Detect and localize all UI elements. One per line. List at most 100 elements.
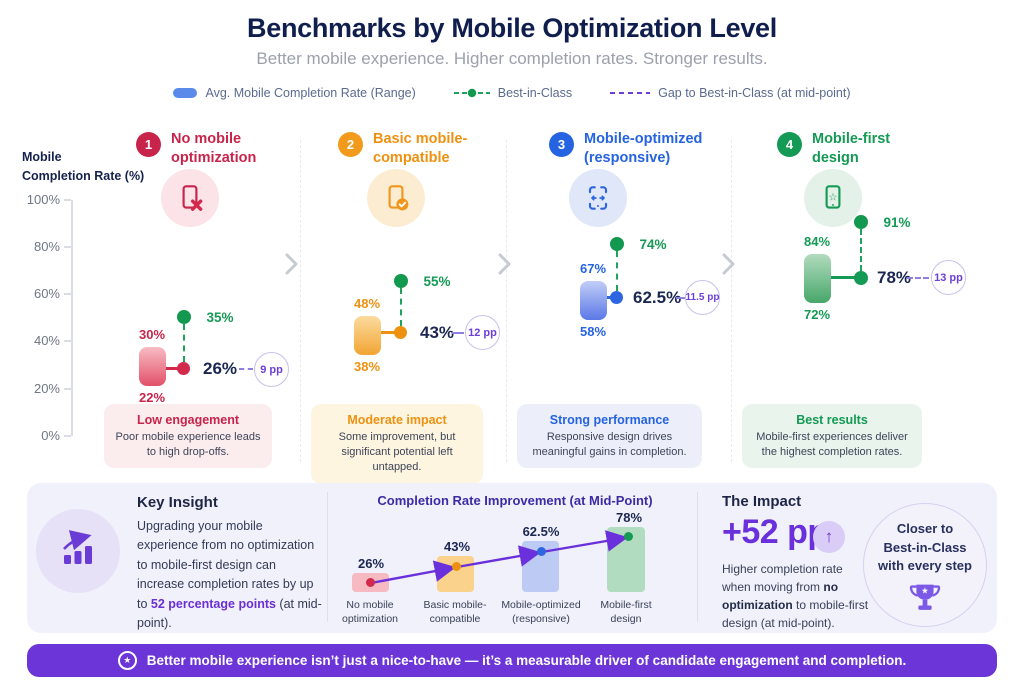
range-low-col2: 38%: [353, 359, 381, 374]
mini-cat-2: Basic mobile- compatible: [400, 599, 510, 626]
range-high-col3: 67%: [579, 261, 607, 276]
mini-value-2: 43%: [443, 539, 471, 554]
card-body: Poor mobile experience leads to high dro…: [115, 431, 261, 459]
mini-cat-4: Mobile-first design: [571, 599, 681, 626]
y-axis-title-line1: Mobile: [22, 150, 62, 164]
y-tick-label: 80%: [33, 239, 60, 254]
column-3-title: Mobile-optimized (responsive): [584, 131, 703, 166]
summary-card-col2: Moderate impact Some improvement, but si…: [311, 404, 483, 484]
best-label-col4: 91%: [883, 215, 911, 230]
chevron-right-icon: [285, 253, 298, 275]
chevron-right-icon: [498, 253, 511, 275]
best-gap-line-col4: [860, 229, 862, 271]
chevron-right-icon: [722, 253, 735, 275]
gap-dash-col3: [676, 297, 686, 299]
connector-col1: [166, 367, 180, 370]
cat-line: Basic mobile-: [423, 599, 487, 611]
legend-item-best: Best-in-Class: [453, 86, 573, 100]
column-separator: [731, 140, 732, 462]
y-axis-title: Mobile Completion Rate (%): [22, 148, 144, 186]
best-label-col2: 55%: [423, 274, 451, 289]
y-tick-label: 60%: [33, 286, 60, 301]
range-bar-col2: [354, 316, 381, 355]
impact-text: to mobile-first design (at mid-point).: [722, 598, 869, 630]
cat-line: optimization: [341, 612, 399, 625]
legend-best-label: Best-in-Class: [497, 86, 573, 100]
gap-swatch-icon: [610, 92, 651, 94]
banner-text: Better mobile experience isn’t just a ni…: [146, 653, 907, 668]
card-body: Some improvement, but significant potent…: [338, 431, 456, 474]
mini-cat-1: No mobile optimization: [315, 599, 425, 626]
phone-star-icon: ☆: [804, 169, 862, 227]
connector-col4: [831, 276, 857, 279]
mini-dot-1: [366, 578, 375, 587]
y-axis-title-line2: Completion Rate (%): [22, 168, 145, 183]
impact-title: The Impact: [722, 493, 802, 510]
page-subtitle: Better mobile experience. Higher complet…: [256, 49, 768, 68]
range-low-col3: 58%: [579, 324, 607, 339]
mini-dot-2: [452, 562, 461, 571]
range-bar-col1: [139, 347, 166, 386]
badge-number: 2: [346, 137, 355, 152]
mini-value-4: 78%: [615, 510, 643, 525]
cat-line: compatible: [429, 612, 481, 625]
impact-body: Higher completion rate when moving from …: [722, 560, 874, 632]
column-4-number-badge: 4: [777, 132, 802, 157]
key-insight-title: Key Insight: [137, 494, 218, 511]
mid-label-col2: 43%: [420, 323, 455, 342]
column-1-title: No mobile optimization: [171, 131, 257, 166]
cat-line: Mobile-first: [600, 599, 652, 611]
phone-resize-icon: [569, 169, 627, 227]
mid-label-col4: 78%: [877, 268, 912, 287]
range-high-col2: 48%: [353, 296, 381, 311]
cat-line: (responsive): [512, 612, 570, 625]
best-dot-col3: [610, 237, 624, 251]
mid-dot-col2: [394, 326, 407, 339]
card-body: Responsive design drives meaningful gain…: [532, 431, 687, 459]
best-dot-col2: [394, 274, 408, 288]
phone-x-icon: [161, 169, 219, 227]
gap-pill-col4: 13 pp: [931, 260, 966, 295]
bottom-banner: ★ Better mobile experience isn’t just a …: [27, 644, 997, 677]
panel-separator: [327, 492, 328, 622]
badge-number: 3: [557, 137, 566, 152]
badge-line1: Closer to: [896, 520, 954, 536]
mini-dot-3: [537, 547, 546, 556]
mini-cat-3: Mobile-optimized (responsive): [486, 599, 596, 626]
best-in-class-swatch-icon: [453, 88, 490, 98]
best-gap-line-col3: [616, 251, 618, 291]
summary-card-col3: Strong performance Responsive design dri…: [517, 404, 702, 469]
gap-dash-col4: [907, 277, 929, 279]
best-gap-line-col1: [183, 324, 185, 362]
gap-dash-col1: [239, 368, 253, 370]
best-dot-col4: [854, 215, 868, 229]
card-body: Mobile-first experiences deliver the hig…: [756, 431, 908, 459]
range-high-col1: 30%: [138, 327, 166, 342]
card-title: Moderate impact: [347, 413, 447, 427]
up-arrow-icon: ↑: [813, 521, 845, 553]
range-bar-col4: [804, 254, 831, 303]
summary-card-col4: Best results Mobile-first experiences de…: [742, 404, 922, 469]
column-1-number-badge: 1: [136, 132, 161, 157]
gap-value: 13 pp: [934, 271, 963, 284]
insight-highlight: 52 percentage points: [150, 596, 276, 611]
star-badge-icon: ★: [117, 651, 137, 670]
column-3-number-badge: 3: [549, 132, 574, 157]
mid-dot-col4: [854, 271, 868, 285]
range-swatch-icon: [173, 88, 198, 98]
y-axis-line: [71, 200, 73, 436]
up-arrow-glyph: ↑: [824, 527, 834, 546]
gap-pill-col1: 9 pp: [254, 352, 289, 387]
improvement-arrow: [370, 530, 629, 585]
legend-gap-label: Gap to Best-in-Class (at mid-point): [658, 86, 851, 100]
phone-check-icon: [367, 169, 425, 227]
badge-line3: with every step: [878, 558, 972, 574]
trophy-icon: ★: [909, 584, 941, 611]
range-bar-col3: [580, 281, 607, 320]
summary-card-col1: Low engagement Poor mobile experience le…: [104, 404, 272, 469]
star-glyph: ★: [123, 655, 132, 665]
mini-dot-4: [624, 532, 633, 541]
best-dot-col1: [177, 310, 191, 324]
y-tick-label: 40%: [33, 333, 60, 348]
